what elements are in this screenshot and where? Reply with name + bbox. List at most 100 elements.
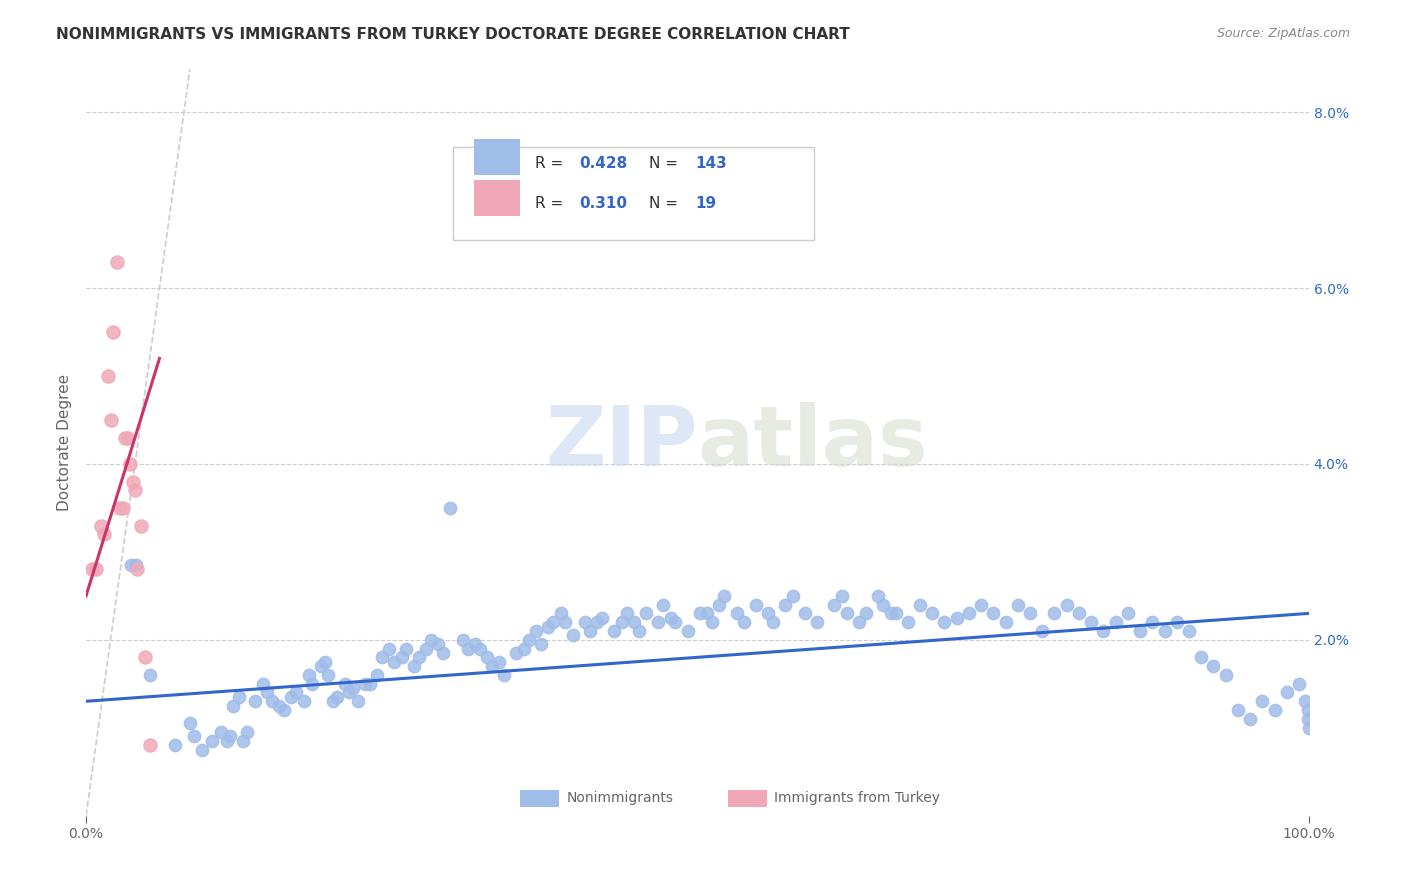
Point [432, 646, 454, 660]
Point [541, 615, 564, 630]
Point [408, 650, 430, 665]
Point [1178, 624, 1201, 638]
Point [285, 685, 308, 699]
Point [574, 615, 596, 630]
Point [129, 518, 152, 533]
Text: Immigrants from Turkey: Immigrants from Turkey [775, 791, 941, 805]
Point [733, 615, 755, 630]
Text: Nonimmigrants: Nonimmigrants [567, 791, 673, 805]
Point [994, 615, 1017, 630]
Point [700, 615, 723, 630]
Point [314, 655, 336, 669]
Point [100, 413, 122, 427]
Bar [474, 180, 520, 216]
Point [689, 607, 711, 621]
Point [419, 632, 441, 647]
Point [1275, 685, 1298, 699]
Text: atlas: atlas [697, 401, 928, 483]
Point [957, 607, 980, 621]
Point [124, 483, 146, 498]
Point [359, 676, 381, 690]
Point [105, 255, 128, 269]
Point [1239, 712, 1261, 726]
Point [664, 615, 686, 630]
Point [1031, 624, 1053, 638]
Point [530, 637, 553, 651]
Point [1251, 694, 1274, 708]
Point [114, 431, 136, 445]
Point [524, 624, 547, 638]
Point [1288, 676, 1310, 690]
Point [219, 730, 242, 744]
Point [273, 703, 295, 717]
Point [215, 734, 238, 748]
Point [1296, 712, 1319, 726]
Text: 143: 143 [695, 156, 727, 171]
Point [652, 598, 675, 612]
Point [451, 632, 474, 647]
Point [591, 611, 613, 625]
Point [457, 641, 479, 656]
Point [236, 725, 259, 739]
Point [610, 615, 633, 630]
Point [1056, 598, 1078, 612]
Point [371, 650, 394, 665]
Point [468, 641, 491, 656]
Point [120, 457, 142, 471]
Point [280, 690, 302, 704]
Point [93, 527, 115, 541]
Point [427, 637, 450, 651]
Text: 0.310: 0.310 [579, 196, 627, 211]
Point [855, 607, 877, 621]
Point [623, 615, 645, 630]
Text: ZIP: ZIP [546, 401, 697, 483]
Point [586, 615, 609, 630]
Point [659, 611, 682, 625]
Point [494, 668, 516, 682]
Text: N =: N = [648, 196, 682, 211]
Point [1189, 650, 1212, 665]
Point [481, 659, 503, 673]
Point [292, 694, 315, 708]
Point [1298, 721, 1320, 735]
Bar [474, 139, 520, 176]
Point [676, 624, 699, 638]
Point [897, 615, 920, 630]
Point [868, 589, 890, 603]
Point [82, 562, 104, 576]
Text: NONIMMIGRANTS VS IMMIGRANTS FROM TURKEY DOCTORATE DEGREE CORRELATION CHART: NONIMMIGRANTS VS IMMIGRANTS FROM TURKEY … [56, 27, 851, 42]
Text: 19: 19 [695, 196, 716, 211]
Point [183, 730, 205, 744]
Point [537, 619, 560, 633]
Point [222, 698, 245, 713]
Point [121, 475, 143, 489]
Point [1153, 624, 1175, 638]
Point [884, 607, 907, 621]
Point [603, 624, 626, 638]
Point [301, 676, 323, 690]
Point [835, 607, 858, 621]
Point [391, 650, 413, 665]
Text: 0.428: 0.428 [579, 156, 627, 171]
Point [439, 500, 461, 515]
Point [1226, 703, 1249, 717]
Point [1067, 607, 1090, 621]
Point [1294, 694, 1316, 708]
Point [165, 738, 187, 752]
Point [260, 694, 283, 708]
Point [354, 676, 377, 690]
Point [138, 738, 160, 752]
Point [636, 607, 658, 621]
Point [1166, 615, 1188, 630]
Point [125, 558, 148, 572]
Point [191, 742, 214, 756]
Bar [728, 790, 768, 806]
Bar [520, 790, 560, 806]
Point [908, 598, 931, 612]
Point [1104, 615, 1126, 630]
Point [762, 615, 785, 630]
Point [550, 607, 572, 621]
Point [579, 624, 602, 638]
Point [201, 734, 224, 748]
Point [806, 615, 828, 630]
